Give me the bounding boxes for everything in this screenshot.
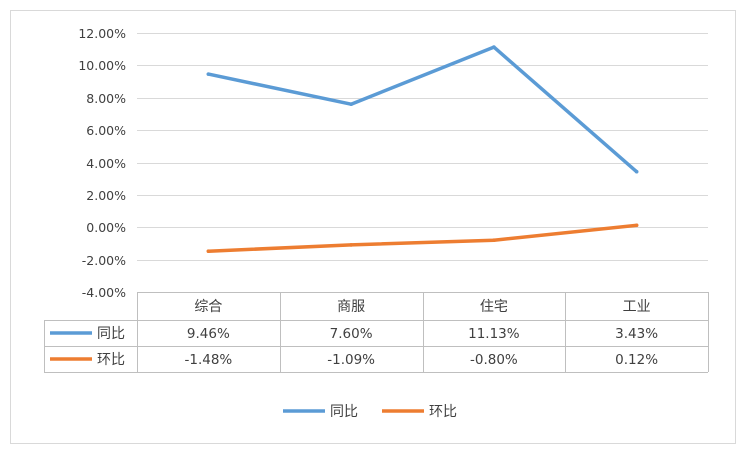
- y-tick-label: 0.00%: [86, 220, 126, 235]
- data-point: [492, 45, 496, 49]
- table-series-name: 环比: [97, 352, 125, 368]
- table-value-cell: 11.13%: [468, 326, 520, 342]
- y-tick-label: 4.00%: [86, 156, 126, 171]
- x-category-label: 工业: [623, 299, 651, 315]
- table-value-cell: -1.09%: [327, 352, 375, 368]
- x-category-label: 商服: [337, 299, 365, 315]
- y-tick-label: 2.00%: [86, 188, 126, 203]
- table-series-name: 同比: [97, 326, 125, 342]
- x-category-label: 住宅: [480, 299, 508, 315]
- y-tick-label: 12.00%: [78, 26, 126, 41]
- series-line: [206, 45, 639, 174]
- y-tick-label: 10.00%: [78, 58, 126, 73]
- table-value-cell: 3.43%: [615, 326, 658, 342]
- legend-label: 环比: [429, 404, 457, 420]
- y-tick-label: -4.00%: [82, 285, 126, 300]
- table-value-cell: 9.46%: [187, 326, 230, 342]
- x-category-label: 综合: [194, 299, 222, 315]
- y-tick-label: 6.00%: [86, 123, 126, 138]
- data-point: [349, 102, 353, 107]
- table-value-cell: -0.80%: [470, 352, 518, 368]
- data-point: [634, 223, 639, 228]
- legend-label: 同比: [330, 404, 358, 420]
- data-point: [492, 238, 496, 242]
- data-point: [206, 249, 211, 254]
- data-point: [634, 169, 639, 174]
- table-value-cell: -1.48%: [184, 352, 232, 368]
- data-point: [206, 72, 211, 76]
- series-line: [206, 223, 639, 253]
- table-value-cell: 7.60%: [330, 326, 373, 342]
- data-point: [349, 243, 353, 247]
- table-value-cell: 0.12%: [615, 352, 658, 368]
- y-tick-label: -2.00%: [82, 253, 126, 268]
- y-tick-label: 8.00%: [86, 91, 126, 106]
